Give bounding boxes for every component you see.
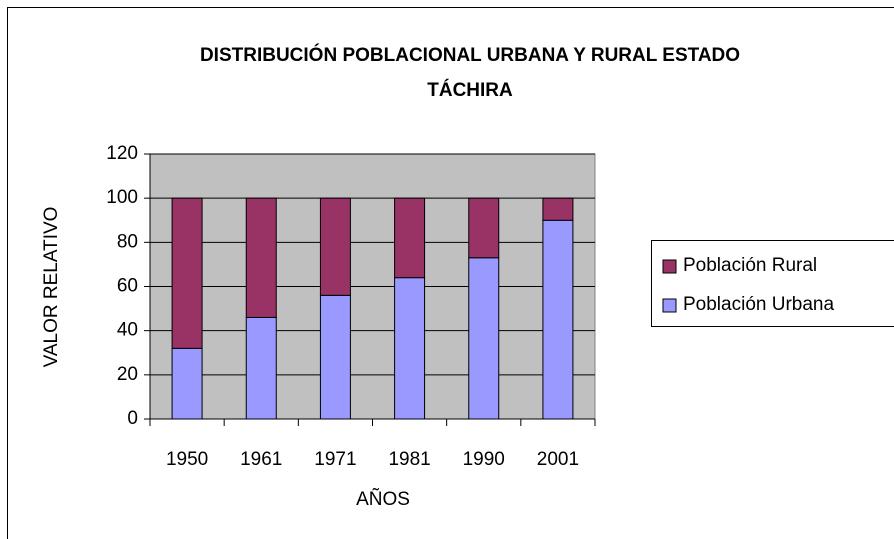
bar-segment [319, 294, 351, 420]
y-tick-label: 20 [117, 364, 138, 385]
bar-segment [468, 197, 500, 259]
x-tick-label: 1971 [314, 449, 356, 470]
legend-label: Población Urbana [683, 294, 834, 315]
y-tick-label: 80 [117, 231, 138, 252]
bar-segment [542, 197, 574, 221]
bar-segment [542, 219, 574, 420]
y-tick-label: 120 [106, 143, 138, 164]
x-tick-label: 2001 [537, 449, 579, 470]
bar-segment [171, 347, 203, 420]
x-axis-label: AÑOS [356, 488, 410, 510]
x-tick-label: 1950 [166, 449, 208, 470]
bar-segment [394, 277, 426, 420]
legend-swatch [662, 298, 677, 313]
bar-segment [468, 257, 500, 420]
y-tick-label: 0 [127, 408, 138, 429]
y-tick-label: 40 [117, 320, 138, 341]
legend-swatch [662, 259, 677, 274]
x-tick-label: 1990 [463, 449, 505, 470]
y-axis-label: VALOR RELATIVO [41, 207, 62, 368]
chart-title: DISTRIBUCIÓN POBLACIONAL URBANA Y RURAL … [200, 44, 740, 66]
bar-segment [245, 197, 277, 318]
bar-segment [245, 316, 277, 420]
x-tick-label: 1961 [240, 449, 282, 470]
chart-title: TÁCHIRA [427, 79, 513, 101]
legend-label: Población Rural [683, 255, 817, 276]
bar-segment [394, 197, 426, 279]
bar-segment [319, 197, 351, 296]
x-tick-label: 1981 [388, 449, 430, 470]
bar-segment [171, 197, 203, 349]
y-tick-label: 60 [117, 276, 138, 297]
y-tick-label: 100 [106, 187, 138, 208]
legend-box [651, 240, 894, 327]
